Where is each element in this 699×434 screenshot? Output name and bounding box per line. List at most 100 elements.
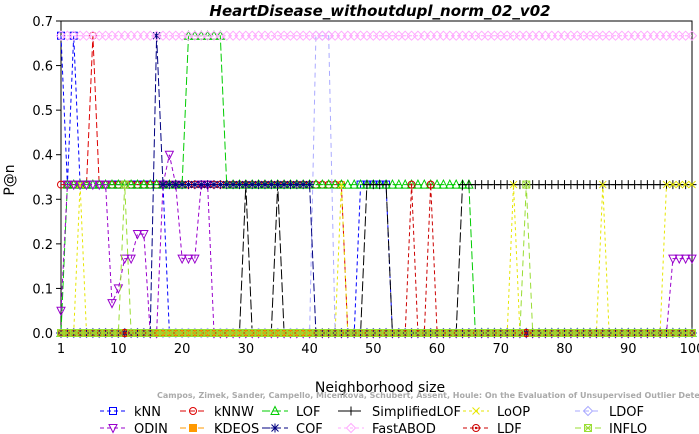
legend-marker-ldof xyxy=(582,405,594,417)
data-point-loop xyxy=(337,180,346,189)
data-point-inflo xyxy=(299,329,308,337)
data-point-cof xyxy=(171,180,181,190)
data-point-inflo xyxy=(197,329,206,337)
data-point-odin xyxy=(75,180,85,191)
y-tick-label: 0.5 xyxy=(32,104,53,119)
legend-marker-fastabod xyxy=(345,422,357,434)
data-point-inflo xyxy=(439,329,448,337)
data-point-inflo xyxy=(139,329,148,337)
legend-item-loop: LoOP xyxy=(463,405,530,420)
legend-label-loop: LoOP xyxy=(497,405,530,420)
data-point-inflo xyxy=(165,329,174,337)
data-point-inflo xyxy=(401,329,410,337)
data-point-inflo xyxy=(267,329,276,337)
data-point-odin xyxy=(139,230,149,240)
data-point-inflo xyxy=(343,329,352,337)
x-tick-label: 30 xyxy=(238,342,255,357)
data-point-ldf xyxy=(120,329,129,337)
data-point-inflo xyxy=(388,329,397,337)
y-tick-label: 0.7 xyxy=(32,15,53,30)
data-point-knn xyxy=(57,31,65,40)
legend-marker-ldf xyxy=(472,424,480,432)
data-point-inflo xyxy=(146,329,155,337)
data-point-lof xyxy=(113,178,124,189)
data-point-cof xyxy=(177,180,187,190)
legend-label-cof: COF xyxy=(296,422,323,434)
data-point-ldf xyxy=(426,180,435,189)
data-point-inflo xyxy=(426,329,435,337)
data-point-knnw xyxy=(88,31,97,40)
legend-item-fastabod: FastABOD xyxy=(338,422,436,434)
data-point-inflo xyxy=(133,329,142,337)
data-point-inflo xyxy=(445,329,454,337)
legend-item-inflo: INFLO xyxy=(575,422,647,434)
data-point-odin xyxy=(674,254,685,265)
data-point-inflo xyxy=(643,329,652,337)
data-point-inflo xyxy=(579,329,588,337)
data-point-inflo xyxy=(216,329,225,337)
data-point-inflo xyxy=(203,329,212,337)
x-tick-label: 100 xyxy=(680,342,699,357)
data-point-inflo xyxy=(586,329,595,337)
legend-label-knn: kNN xyxy=(134,405,161,420)
data-point-inflo xyxy=(69,329,78,337)
data-point-lof xyxy=(151,178,162,189)
y-axis-label: P@n xyxy=(2,164,18,195)
legend-marker-cof xyxy=(270,423,280,433)
data-point-inflo xyxy=(292,329,301,337)
data-point-inflo xyxy=(260,329,269,337)
data-point-inflo xyxy=(420,329,429,337)
data-point-inflo xyxy=(190,329,199,337)
data-point-inflo xyxy=(464,329,473,337)
data-point-lof xyxy=(413,178,423,189)
y-tick-label: 0.3 xyxy=(32,193,53,208)
data-point-inflo xyxy=(88,329,97,337)
data-point-inflo xyxy=(107,329,116,337)
data-point-cof xyxy=(292,180,302,190)
data-point-odin xyxy=(119,254,130,265)
x-tick-label: 1 xyxy=(57,342,65,357)
data-point-odin xyxy=(132,230,143,240)
legend-label-odin: ODIN xyxy=(134,422,168,434)
data-point-inflo xyxy=(503,329,512,337)
legend-item-simplifiedlof: SimplifiedLOF xyxy=(338,405,461,420)
data-point-odin xyxy=(81,180,92,191)
data-point-inflo xyxy=(560,329,569,337)
data-point-inflo xyxy=(668,329,677,337)
legend-marker-knnw xyxy=(189,407,197,415)
data-point-inflo xyxy=(356,329,365,337)
data-point-simplifiedlof xyxy=(381,180,391,190)
series-line-loop xyxy=(61,184,692,334)
data-point-inflo xyxy=(286,329,295,337)
data-point-inflo xyxy=(592,329,601,337)
data-point-inflo xyxy=(114,329,123,337)
data-point-inflo xyxy=(541,329,550,337)
data-point-inflo xyxy=(158,329,167,337)
legend-marker-simplifiedlof xyxy=(346,406,356,416)
data-point-fastabod xyxy=(686,30,698,41)
data-point-lof xyxy=(432,178,442,189)
legend-item-cof: COF xyxy=(262,422,323,434)
data-point-inflo xyxy=(337,329,346,337)
legend-item-ldof: LDOF xyxy=(575,405,644,420)
legend-item-knn: kNN xyxy=(100,405,161,420)
data-point-inflo xyxy=(471,329,480,337)
data-point-knn xyxy=(69,31,78,40)
data-point-inflo xyxy=(573,329,582,337)
legend-item-knnw: kNNW xyxy=(180,405,254,420)
legend-item-lof: LOF xyxy=(262,405,321,420)
data-point-cof xyxy=(234,180,244,190)
series-line-inflo xyxy=(61,184,692,334)
y-tick-label: 0.2 xyxy=(32,238,53,253)
data-point-inflo xyxy=(63,329,72,337)
x-tick-label: 70 xyxy=(493,342,510,357)
data-point-cof xyxy=(196,180,206,190)
data-point-inflo xyxy=(547,329,556,337)
data-point-ldf xyxy=(522,329,531,337)
data-point-inflo xyxy=(598,329,607,337)
data-point-cof xyxy=(183,180,193,190)
data-point-odin xyxy=(107,299,117,309)
data-point-cof xyxy=(190,180,200,190)
data-point-loop xyxy=(681,180,690,189)
